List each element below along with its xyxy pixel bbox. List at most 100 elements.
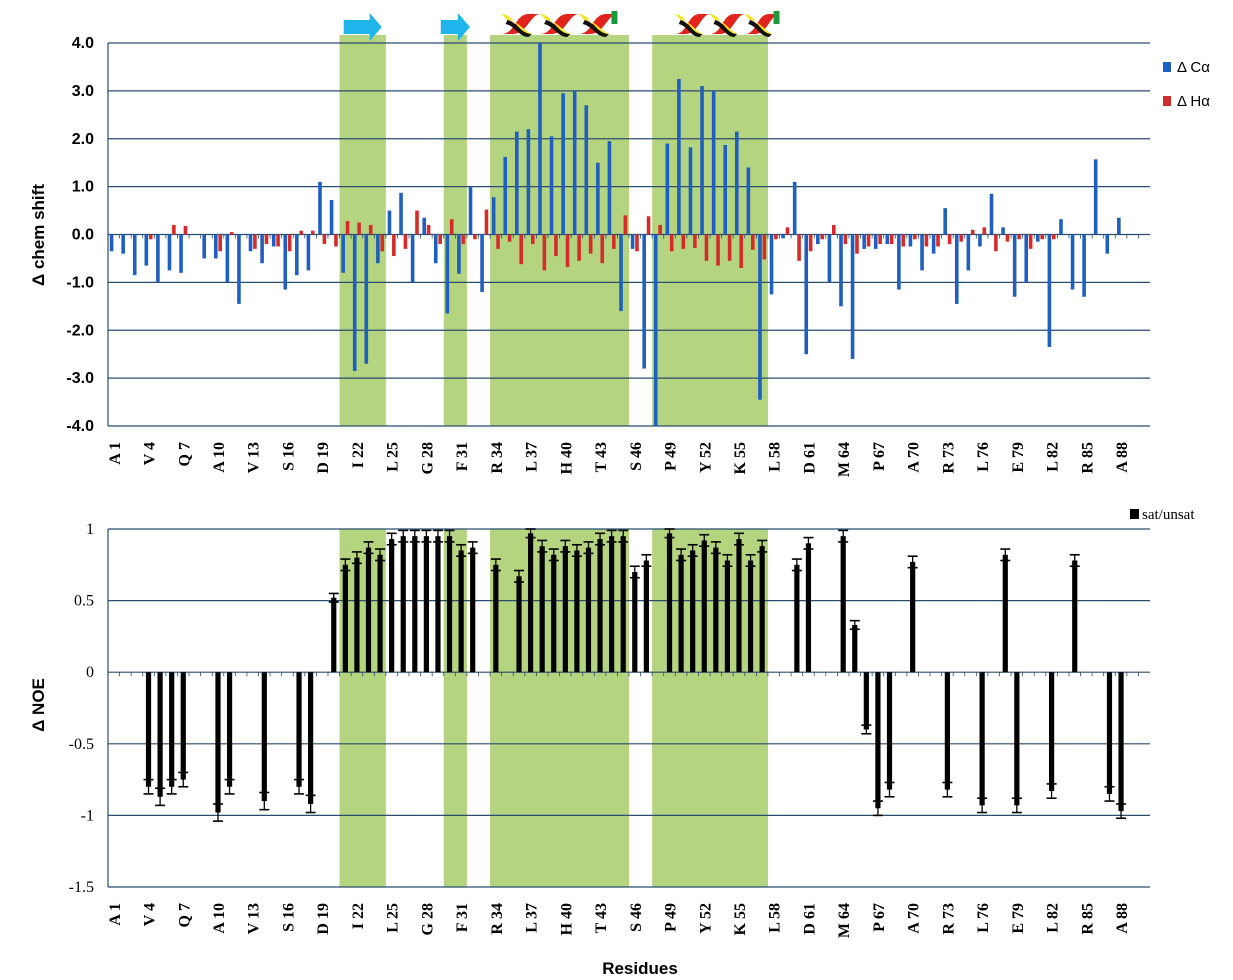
noe-bar-53: [713, 547, 719, 673]
chem-shift-legend: Δ Cα Δ Hα: [1163, 59, 1210, 110]
noe-bar-14: [261, 672, 267, 802]
x-tick-label: L 58: [767, 442, 784, 472]
ha-bar-38: [542, 234, 547, 271]
ca-bar-38: [538, 43, 542, 235]
x-tick-label: L 82: [1045, 903, 1062, 933]
x-tick-label: M 64: [836, 903, 853, 938]
ca-bar-51: [688, 147, 693, 235]
helix-end-cap: [611, 11, 618, 24]
ca-bar-5: [156, 234, 160, 283]
ca-bar-60: [792, 181, 797, 235]
ca-bar-86: [1093, 159, 1098, 235]
helix-band-yellow: [710, 14, 740, 34]
ha-bar-75: [970, 229, 975, 235]
noe-bar-79: [1014, 672, 1020, 806]
x-tick-label: A 88: [1114, 903, 1131, 934]
ha-bar-65: [855, 234, 859, 254]
ha-bar-60: [797, 234, 801, 261]
noe-bar-6: [169, 672, 175, 787]
ca-bar-13: [248, 234, 253, 252]
ca-bar-81: [1036, 234, 1040, 242]
noe-chart: 1 0.5 0 -0.5 -1 -1.5 A 1 V 4 Q 7 A 10 V 13 S 16 D 19…: [69, 521, 1150, 938]
ca-bar-84: [1070, 234, 1075, 290]
noe-bar-10: [215, 672, 221, 813]
x-tick-label: V 4: [142, 442, 159, 465]
ca-bar-17: [295, 234, 299, 276]
ca-bar-9: [202, 234, 207, 259]
x-tick-label: S 46: [628, 442, 645, 471]
noe-legend: sat/unsat: [1130, 507, 1195, 523]
legend-label-ha: Δ Hα: [1177, 93, 1210, 110]
ha-bar-72: [936, 234, 940, 247]
noe-bar-23: [365, 547, 372, 673]
legend-swatch-sat-unsat: [1130, 509, 1139, 519]
y-tick-label: 0.0: [72, 227, 94, 244]
ca-bar-68: [885, 234, 890, 245]
helix-band-yellow: [744, 14, 775, 34]
x-tick-label: V 13: [246, 903, 263, 934]
ca-bar-65: [850, 234, 855, 359]
ca-bar-76: [978, 234, 982, 247]
noe-bar-25: [389, 539, 395, 673]
ca-bar-63: [827, 234, 832, 283]
y-tick-label: 4.0: [72, 35, 94, 52]
x-tick-label: K 55: [732, 903, 749, 935]
noe-bar-20: [331, 597, 337, 673]
y-tick-label: 1: [86, 521, 94, 538]
ha-bar-69: [901, 234, 906, 247]
ha-bar-40: [565, 234, 570, 268]
ha-bar-67: [878, 234, 882, 245]
x-tick-label: K 55: [732, 442, 749, 474]
ca-bar-44: [607, 141, 612, 235]
noe-bar-24: [377, 554, 383, 673]
x-tick-label: L 25: [385, 903, 402, 933]
y-tick-label: -3.0: [66, 370, 94, 387]
ca-bar-37: [526, 129, 531, 235]
ca-bar-67: [873, 234, 878, 249]
noe-bar-52: [701, 540, 707, 673]
x-tick-label: H 40: [558, 442, 575, 474]
ca-bar-62: [816, 234, 820, 245]
ca-bar-4: [144, 234, 149, 266]
noe-bar-26: [400, 536, 406, 673]
x-tick-label: F 31: [454, 903, 471, 932]
ha-bar-55: [739, 234, 743, 269]
ha-bar-80: [1028, 234, 1033, 249]
noe-bar-37: [527, 533, 534, 673]
x-tick-label: S 16: [280, 442, 297, 471]
ca-bar-10: [213, 234, 218, 259]
noe-bar-66: [863, 672, 869, 730]
helix-band-red: [710, 14, 745, 34]
ca-bar-47: [642, 234, 646, 369]
strand-icon-2: [440, 13, 470, 41]
ha-bar-53: [716, 234, 720, 266]
x-tick-label: R 85: [1079, 903, 1096, 935]
ha-bar-78: [1005, 234, 1010, 242]
noe-bar-68: [886, 672, 893, 790]
ha-bar-79: [1017, 234, 1021, 240]
ca-bar-16: [283, 234, 288, 290]
noe-bar-17: [296, 672, 302, 787]
ca-bar-24: [376, 234, 380, 264]
helix-band-red: [578, 14, 618, 34]
ca-bar-32: [468, 186, 473, 235]
helix-band-black: [582, 20, 609, 37]
x-tick-label: Q 7: [176, 442, 193, 466]
ca-bar-72: [931, 234, 936, 254]
x-tick-label: A 1: [107, 903, 124, 926]
ha-bar-76: [982, 227, 987, 235]
ca-bar-31: [457, 234, 461, 274]
y-tick-label: -1: [81, 807, 94, 824]
ca-bar-27: [410, 234, 415, 283]
ha-bar-25: [392, 234, 396, 257]
residues-axis-title: Residues: [602, 959, 678, 978]
ca-bar-12: [237, 234, 241, 304]
ha-bar-6: [172, 224, 176, 235]
ha-bar-41: [577, 234, 581, 261]
ha-bar-59: [785, 227, 790, 235]
x-tick-label: H 40: [558, 903, 575, 935]
x-tick-label: L 25: [385, 442, 402, 472]
ha-bar-29: [438, 234, 442, 245]
ca-bar-57: [758, 234, 762, 400]
